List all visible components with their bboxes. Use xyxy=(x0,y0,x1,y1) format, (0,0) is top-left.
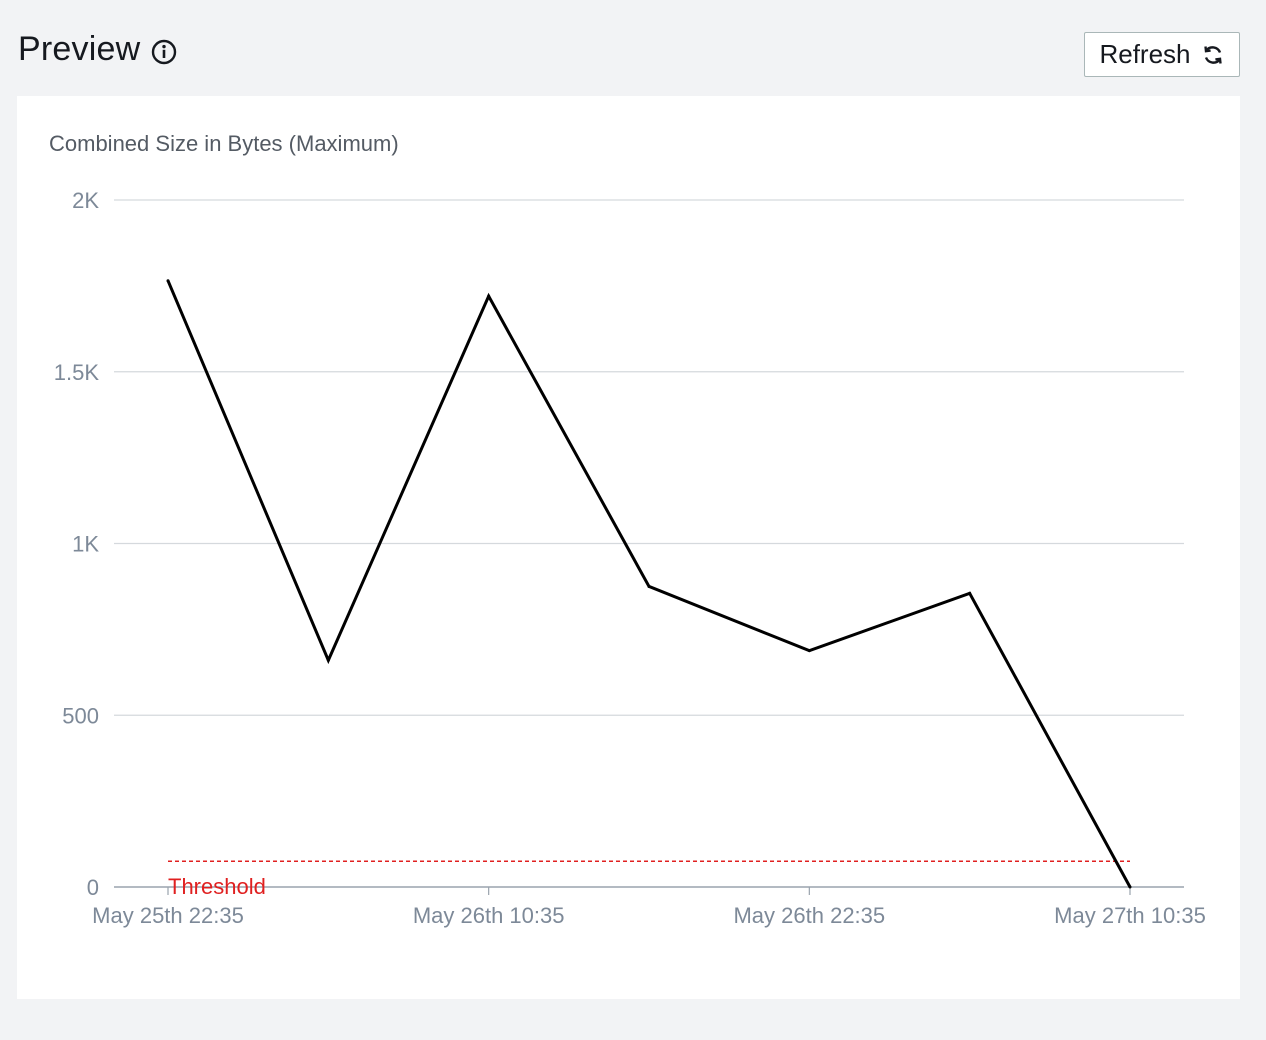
x-tick-label: May 26th 10:35 xyxy=(413,903,565,928)
threshold-label: Threshold xyxy=(168,874,266,899)
y-tick-label: 1K xyxy=(72,532,99,557)
page-title: Preview xyxy=(18,30,141,68)
refresh-button[interactable]: Refresh xyxy=(1084,32,1240,77)
refresh-label: Refresh xyxy=(1099,39,1191,69)
data-point xyxy=(807,649,811,653)
data-point xyxy=(647,584,651,588)
line-chart: 0 500 1K 1.5K 2K May 25th 22:35 May 26th 10:35… xyxy=(54,188,1240,939)
x-tick-label: May 27th 10:35 xyxy=(1054,903,1206,928)
chart-card: Combined Size in Bytes (Maximum) 0 500 1K 1… xyxy=(17,96,1240,999)
x-tick-label: May 25th 22:35 xyxy=(92,903,244,928)
y-tick-label: 0 xyxy=(87,875,99,900)
preview-header: Preview Refresh xyxy=(18,28,1240,80)
y-tick-label: 2K xyxy=(72,188,99,213)
refresh-icon xyxy=(1201,43,1225,67)
y-tick-label: 1.5K xyxy=(54,360,100,385)
data-point xyxy=(968,591,972,595)
info-icon[interactable] xyxy=(151,39,177,65)
label-mask xyxy=(1209,899,1240,939)
data-point xyxy=(1128,885,1132,889)
y-tick-label: 500 xyxy=(62,703,99,728)
chart-title: Combined Size in Bytes (Maximum) xyxy=(49,131,399,156)
data-point xyxy=(166,279,170,283)
x-tick-label: May 26th 22:35 xyxy=(733,903,885,928)
data-point xyxy=(326,658,330,662)
data-point xyxy=(487,294,491,298)
